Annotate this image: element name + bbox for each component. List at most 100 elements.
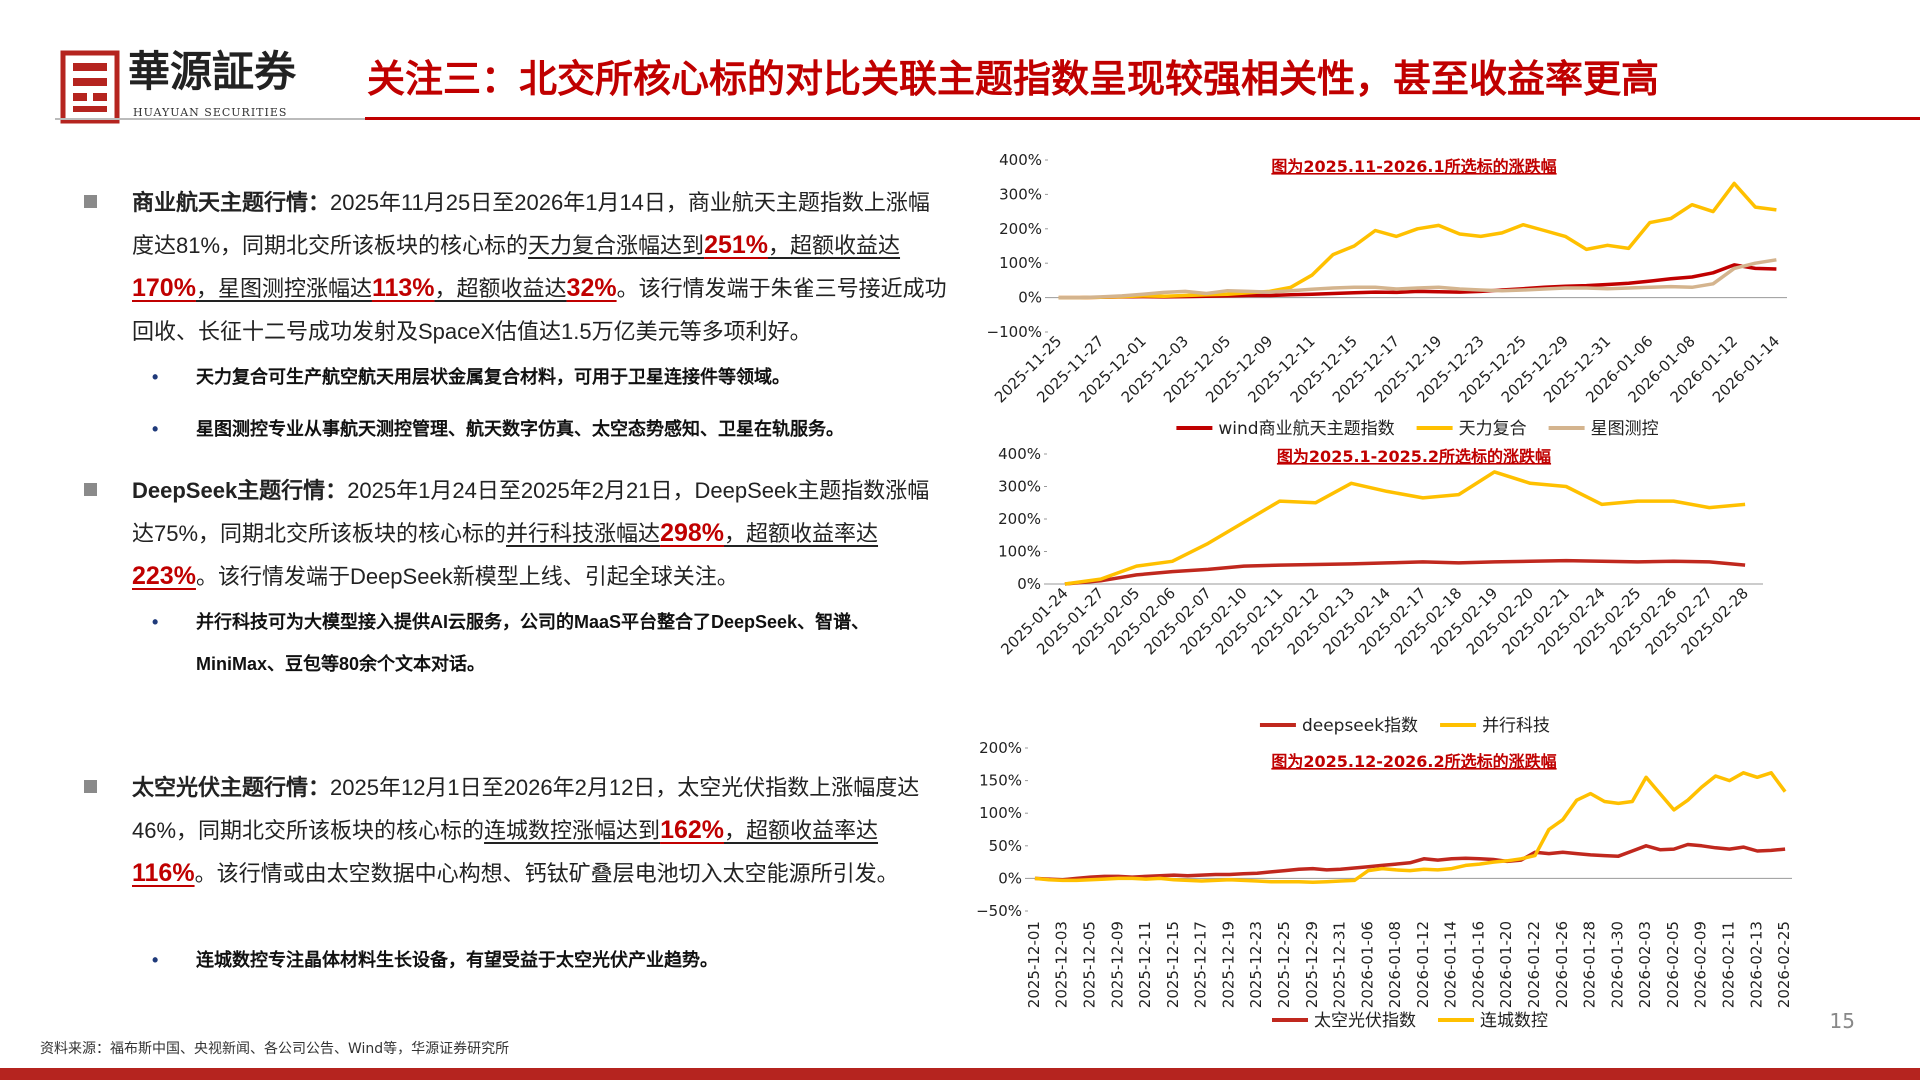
source: 资料来源：福布斯中国、央视新闻、各公司公告、Wind等，华源证券研究所 — [40, 1040, 509, 1057]
x-tick-label: 2026-02-09 — [1692, 921, 1710, 1008]
logo-icon — [60, 50, 120, 124]
sub-text: 并行科技可为大模型接入提供AI云服务，公司的MaaS平台整合了DeepSeek、… — [196, 612, 870, 674]
brand: 華源証券 — [128, 47, 297, 96]
legend: 太空光伏指数 连城数控 — [1272, 1011, 1548, 1031]
x-tick-label: 2025-12-29 — [1303, 921, 1321, 1008]
y-tick-label: 0% — [998, 869, 1022, 887]
series-line — [1034, 771, 1787, 885]
legend-label: 天力复合 — [1459, 419, 1527, 439]
header-rule — [55, 118, 365, 120]
x-tick-label: 2026-01-20 — [1497, 921, 1515, 1008]
text-run: 2025年1月24日至2025年2月21日，DeepSeek主题指数涨幅达75%… — [132, 478, 930, 546]
x-tick-label: 2026-01-16 — [1469, 921, 1487, 1008]
x-tick-label: 2025-12-25 — [1275, 921, 1293, 1008]
legend-label: 并行科技 — [1482, 716, 1550, 736]
text-run: 。该行情发端于朱雀三号接近成功回收、长征十二号成功发射及SpaceX估值达1.5… — [132, 276, 947, 344]
bullet-square — [84, 483, 97, 496]
text-run: 太空光伏主题行情： — [132, 775, 331, 800]
page-number: 15 — [1830, 1009, 1855, 1033]
x-tick-label: 2025-12-11 — [1136, 921, 1154, 1008]
brand-en: HUAYUAN SECURITIES — [133, 106, 287, 119]
y-tick-label: 200% — [998, 510, 1041, 528]
sub-bullet: • 连城数控专注晶体材料生长设备，有望受益于太空光伏产业趋势。 — [152, 939, 946, 981]
text-run: ，星图测控涨幅达 — [195, 276, 372, 301]
sub-bullet: • 并行科技可为大模型接入提供AI云服务，公司的MaaS平台整合了DeepSeek… — [152, 601, 946, 685]
x-tick-label: 2026-02-11 — [1719, 921, 1737, 1008]
y-tick-label: 400% — [999, 151, 1042, 169]
legend-label: 连城数控 — [1480, 1011, 1548, 1031]
text-run: 2025年12月1日至2026年2月12日，太空光伏指数上涨幅度达46%，同期北… — [132, 775, 920, 843]
legend: wind商业航天主题指数 天力复合 星图测控 — [1176, 419, 1659, 439]
legend-label: 星图测控 — [1591, 419, 1659, 439]
text-run: ，超额收益达 — [434, 276, 567, 301]
text-run: 天力复合涨幅达到 — [528, 233, 705, 258]
chart-caption: 图为2025.11-2026.1所选标的涨跌幅 — [1271, 157, 1556, 176]
text-run: 连城数控涨幅达到 — [484, 818, 661, 843]
highlight-number: 113% — [371, 274, 435, 302]
y-tick-label: 100% — [999, 254, 1042, 272]
x-tick-label: 2025-12-01 — [1025, 921, 1043, 1008]
x-tick-label: 2026-01-22 — [1525, 921, 1543, 1008]
x-tick-label: 2026-02-25 — [1775, 921, 1793, 1008]
x-tick-label: 2025-12-05 — [1081, 921, 1099, 1008]
paragraph: 商业航天主题行情：2025年11月25日至2026年1月14日，商业航天主题指数… — [84, 181, 947, 353]
highlight-number: 298% — [660, 519, 725, 547]
legend: deepseek指数 并行科技 — [1259, 716, 1550, 736]
paragraph: 太空光伏主题行情：2025年12月1日至2026年2月12日，太空光伏指数上涨幅… — [84, 766, 947, 895]
x-tick-label: 2026-01-30 — [1608, 921, 1626, 1008]
sub-text: 星图测控专业从事航天测控管理、航天数字仿真、太空态势感知、卫星在轨服务。 — [196, 419, 844, 439]
x-tick-label: 2026-02-03 — [1636, 921, 1654, 1008]
x-tick-label: 2026-02-05 — [1664, 921, 1682, 1008]
y-tick-label: 100% — [979, 804, 1022, 822]
series-line — [1034, 842, 1786, 882]
y-tick-label: 300% — [999, 185, 1042, 203]
x-tick-label: 2026-01-26 — [1553, 921, 1571, 1008]
x-tick-label: 2025-12-23 — [1247, 921, 1265, 1008]
x-tick-label: 2025-12-09 — [1108, 921, 1126, 1008]
x-tick-label: 2025-12-31 — [1331, 921, 1349, 1008]
text-run: 。该行情或由太空数据中心构想、钙钛矿叠层电池切入太空能源所引发。 — [194, 861, 899, 886]
y-tick-label: −50% — [976, 902, 1022, 920]
x-tick-label: 2026-01-14 — [1442, 921, 1460, 1008]
text-run: ，超额收益率达 — [724, 818, 879, 843]
bullet-dot: • — [152, 612, 159, 632]
y-tick-label: 200% — [979, 739, 1022, 757]
x-tick-label: 2026-02-13 — [1747, 921, 1765, 1008]
text-run: 商业航天主题行情： — [132, 190, 331, 215]
legend-label: wind商业航天主题指数 — [1218, 419, 1394, 439]
bullet-square — [84, 780, 97, 793]
bullet-dot: • — [152, 950, 159, 970]
legend-label: deepseek指数 — [1302, 716, 1418, 736]
text-run: ，超额收益率达 — [724, 521, 879, 546]
bullet-dot: • — [152, 367, 159, 387]
y-tick-label: −100% — [987, 323, 1042, 341]
chart-caption: 图为2025.12-2026.2所选标的涨跌幅 — [1271, 752, 1556, 771]
y-tick-label: 200% — [999, 220, 1042, 238]
x-tick-label: 2026-01-12 — [1414, 921, 1432, 1008]
series-line — [1064, 470, 1746, 586]
series-line — [1058, 258, 1777, 300]
x-tick-label: 2025-12-03 — [1053, 921, 1071, 1008]
series-line — [1064, 558, 1746, 586]
sub-bullet: • 天力复合可生产航空航天用层状金属复合材料，可用于卫星连接件等领域。 — [152, 356, 946, 398]
highlight-number: 170% — [132, 274, 196, 302]
y-tick-label: 0% — [1017, 575, 1041, 593]
text-run: DeepSeek主题行情： — [132, 478, 348, 503]
paragraph: DeepSeek主题行情：2025年1月24日至2025年2月21日，DeepS… — [84, 469, 947, 598]
y-tick-label: 400% — [998, 445, 1041, 463]
text-run: 并行科技涨幅达 — [506, 521, 661, 546]
text-run: 。该行情发端于DeepSeek新模型上线、引起全球关注。 — [195, 564, 739, 589]
x-tick-label: 2026-01-06 — [1358, 921, 1376, 1008]
x-tick-label: 2025-12-15 — [1164, 921, 1182, 1008]
sub-bullet: • 星图测控专业从事航天测控管理、航天数字仿真、太空态势感知、卫星在轨服务。 — [152, 408, 946, 450]
highlight-number: 223% — [132, 562, 196, 590]
y-tick-label: 100% — [998, 543, 1041, 561]
legend-label: 太空光伏指数 — [1314, 1011, 1416, 1031]
x-tick-label: 2025-12-17 — [1192, 921, 1210, 1008]
highlight-number: 251% — [704, 231, 769, 259]
x-tick-label: 2026-01-08 — [1386, 921, 1404, 1008]
header-rule — [365, 117, 1920, 120]
footer-bar — [0, 1068, 1920, 1080]
